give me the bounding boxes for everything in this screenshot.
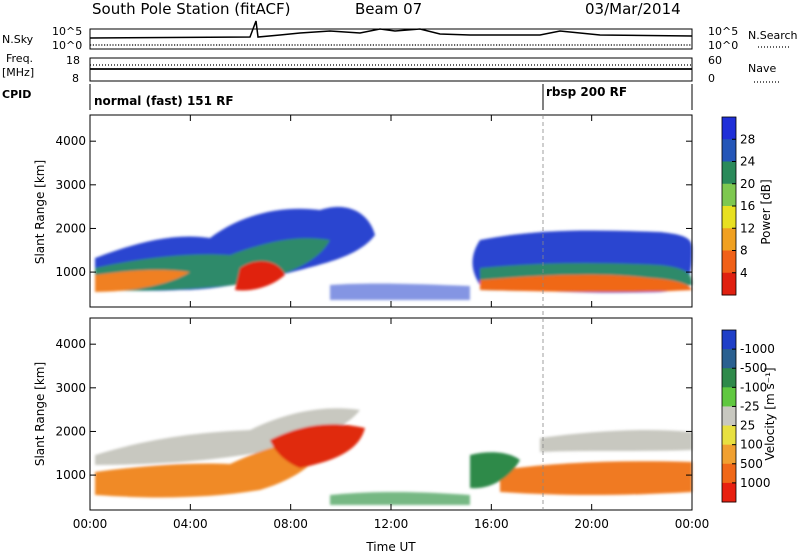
- y-tick-label: 3000: [55, 178, 86, 192]
- station-title: South Pole Station (fitACF): [92, 0, 290, 18]
- colorbar-tick-label: 1000: [740, 476, 771, 490]
- colorbar-segment: [722, 444, 736, 465]
- vel-green-mid: [330, 491, 470, 505]
- colorbar-segment: [722, 250, 736, 274]
- x-tick-label: 08:00: [273, 517, 308, 531]
- y-tick-label: 1000: [55, 468, 86, 482]
- colorbar-frame: [721, 329, 737, 503]
- cpid-segment-1: normal (fast) 151 RF: [94, 94, 234, 108]
- vel-orange-left: [95, 438, 330, 498]
- vel-red-left: [270, 424, 365, 468]
- velocity-colorbar: 1000 500 100 25 -25 -100 -500 -1000 Velocity [m…: [721, 329, 777, 503]
- nave-tick-bottom: 0: [708, 72, 715, 85]
- date-label: 03/Mar/2014: [585, 0, 681, 18]
- vel-gray-band-right: [540, 430, 692, 452]
- colorbar-tick-label: 25: [740, 419, 755, 433]
- colorbar-segment: [722, 349, 736, 369]
- x-tick-label: 04:00: [173, 517, 208, 531]
- colorbar-segment: [722, 387, 736, 407]
- power-colorbar-label: Power [dB]: [759, 179, 773, 244]
- x-tick-label: 00:00: [675, 517, 710, 531]
- colorbar-segment: [722, 161, 736, 185]
- nave-tick-top: 60: [708, 54, 722, 67]
- nsky-label: N.Sky: [2, 33, 34, 46]
- colorbar-tick-label: 12: [740, 221, 755, 235]
- colorbar-segment: [722, 228, 736, 251]
- colorbar-segment: [722, 330, 736, 350]
- velocity-panel: 00:00 04:00 08:00 12:00 16:00 20:00 00:00 1000…: [33, 317, 710, 554]
- colorbar-segment: [722, 117, 736, 140]
- freq-tick-bottom: 8: [72, 72, 79, 85]
- colorbar-tick-label: 4: [740, 266, 748, 280]
- colorbar-segment: [722, 139, 736, 162]
- colorbar-tick-label: 16: [740, 199, 755, 213]
- power-panel: 1000 2000 3000 4000 Slant Range [km]: [33, 114, 693, 308]
- freq-label: Freq.: [6, 52, 33, 65]
- colorbar-tick-label: -25: [740, 399, 760, 413]
- velocity-colorbar-label: Velocity [m s⁻¹]: [763, 367, 777, 460]
- y-tick-label: 4000: [55, 134, 86, 148]
- nsearch-tick-bottom: 10^0: [708, 39, 738, 52]
- power-mid-speckle: [330, 283, 470, 300]
- colorbar-tick-label: 500: [740, 457, 763, 471]
- power-y-ticks: 1000 2000 3000 4000: [55, 134, 692, 279]
- colorbar-segment: [722, 482, 736, 503]
- colorbar-segment: [722, 406, 736, 427]
- colorbar-segment: [722, 368, 736, 388]
- velocity-y-ticks: 1000 2000 3000 4000: [55, 337, 692, 482]
- nsearch-label: N.Search: [748, 29, 798, 42]
- power-data: [95, 206, 692, 300]
- power-right-inner: [480, 274, 692, 292]
- vel-gray-band-left: [95, 408, 360, 465]
- colorbar-tick-label: -100: [740, 380, 767, 394]
- power-colorbar: 4 8 12 16 20 24 28 Power [dB]: [721, 116, 773, 296]
- vel-green-right: [470, 452, 520, 489]
- colorbar-tick-label: 24: [740, 155, 755, 169]
- nsky-tick-top: 10^5: [52, 25, 82, 38]
- freq-panel: Freq. [MHz] 18 8 60 0 Nave: [2, 52, 780, 85]
- power-blob-inner: [95, 269, 190, 292]
- colorbar-segment: [722, 206, 736, 229]
- y-tick-label: 2000: [55, 424, 86, 438]
- cpid-label: CPID: [2, 88, 31, 101]
- nsky-trace: [89, 20, 693, 39]
- velocity-data: [95, 408, 692, 505]
- colorbar-segment: [722, 425, 736, 446]
- colorbar-tick-label: 8: [740, 244, 748, 258]
- colorbar-segment: [722, 272, 736, 296]
- x-tick-label: 00:00: [73, 517, 108, 531]
- colorbar-tick-label: 100: [740, 438, 763, 452]
- nsky-tick-bottom: 10^0: [52, 39, 82, 52]
- x-tick-label: 12:00: [374, 517, 409, 531]
- velocity-xlabel: Time UT: [365, 540, 416, 554]
- x-tick-label: 16:00: [474, 517, 509, 531]
- colorbar-tick-label: -1000: [740, 342, 775, 356]
- velocity-ylabel: Slant Range [km]: [33, 362, 47, 466]
- y-tick-label: 4000: [55, 337, 86, 351]
- beam-label: Beam 07: [355, 0, 422, 18]
- nave-label: Nave: [748, 62, 776, 75]
- colorbar-tick-label: 28: [740, 132, 755, 146]
- cpid-segment-2: rbsp 200 RF: [546, 85, 627, 99]
- colorbar-segment: [722, 183, 736, 207]
- power-ylabel: Slant Range [km]: [33, 160, 47, 264]
- colorbar-tick-label: 20: [740, 177, 755, 191]
- velocity-x-ticks: 00:00 04:00 08:00 12:00 16:00 20:00 00:00: [73, 318, 710, 531]
- power-x-ticks: [89, 115, 693, 307]
- y-tick-label: 1000: [55, 265, 86, 279]
- cpid-strip: CPID normal (fast) 151 RF rbsp 200 RF: [2, 84, 693, 110]
- nsearch-tick-top: 10^5: [708, 25, 738, 38]
- nsky-panel: N.Sky 10^5 10^0 10^5 10^0 N.Search: [2, 20, 798, 52]
- colorbar-segment: [722, 463, 736, 484]
- freq-tick-top: 18: [66, 54, 80, 67]
- y-tick-label: 3000: [55, 381, 86, 395]
- colorbar-tick-label: -500: [740, 361, 767, 375]
- freq-unit: [MHz]: [2, 66, 34, 79]
- vel-orange-right: [500, 461, 692, 495]
- x-tick-label: 20:00: [574, 517, 609, 531]
- power-blob-core: [235, 261, 285, 291]
- y-tick-label: 2000: [55, 221, 86, 235]
